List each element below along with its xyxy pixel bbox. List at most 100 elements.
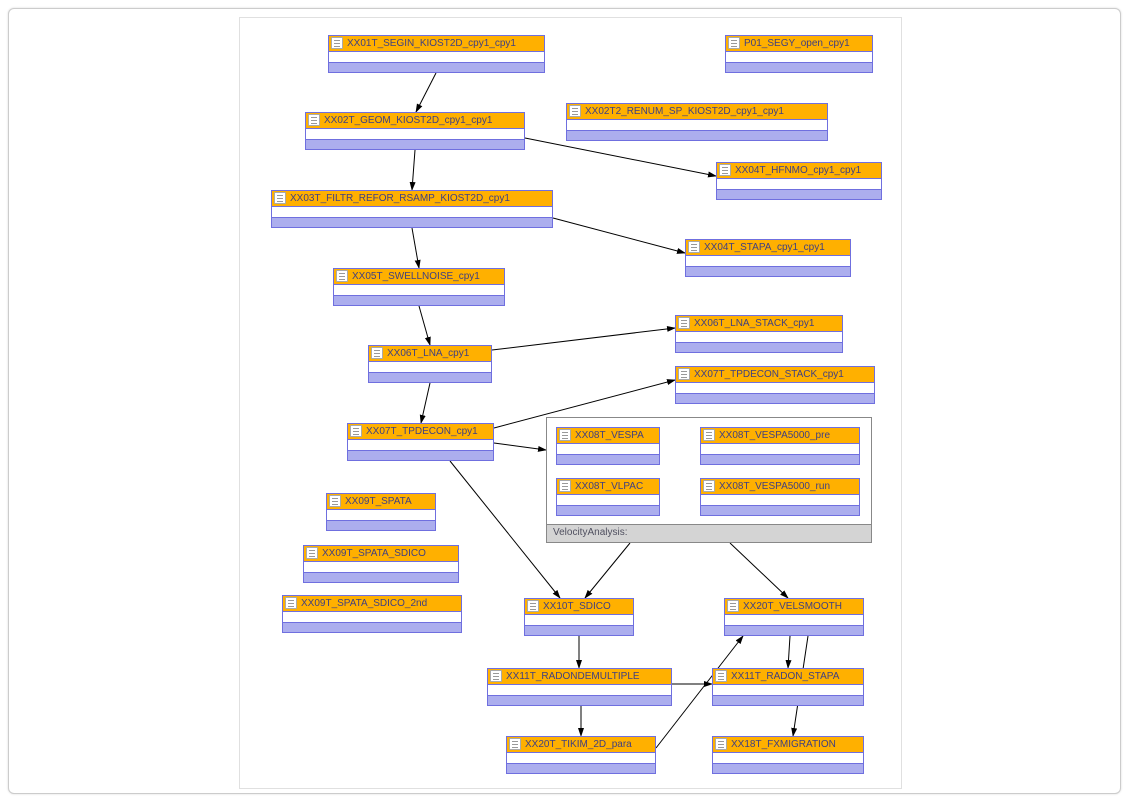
- node-body: [713, 685, 863, 705]
- node-row: [304, 573, 458, 583]
- node-body: [713, 753, 863, 773]
- flow-node[interactable]: XX08T_VESPA5000_run: [700, 478, 860, 516]
- flow-node[interactable]: XX09T_SPATA: [326, 493, 436, 531]
- node-title: XX09T_SPATA_SDICO_2nd: [283, 596, 461, 612]
- node-label: XX02T2_RENUM_SP_KIOST2D_cpy1_cpy1: [585, 106, 784, 117]
- node-label: XX20T_TIKIM_2D_para: [525, 739, 632, 750]
- node-row: [488, 696, 671, 706]
- flow-node[interactable]: XX05T_SWELLNOISE_cpy1: [333, 268, 505, 306]
- node-body: [557, 495, 659, 515]
- flow-node[interactable]: XX04T_HFNMO_cpy1_cpy1: [716, 162, 882, 200]
- edge: [730, 543, 788, 598]
- node-title: XX05T_SWELLNOISE_cpy1: [334, 269, 504, 285]
- node-row: [701, 455, 859, 465]
- node-title: XX09T_SPATA_SDICO: [304, 546, 458, 562]
- node-row: [327, 510, 435, 521]
- node-label: XX02T_GEOM_KIOST2D_cpy1_cpy1: [324, 115, 492, 126]
- diagram-canvas: VelocityAnalysis: XX01T_SEGIN_KIOST2D_cp…: [239, 17, 902, 789]
- node-title: XX09T_SPATA: [327, 494, 435, 510]
- document-icon: [715, 738, 727, 750]
- flow-node[interactable]: XX06T_LNA_cpy1: [368, 345, 492, 383]
- document-icon: [371, 347, 383, 359]
- node-label: P01_SEGY_open_cpy1: [744, 38, 850, 49]
- node-row: [713, 685, 863, 696]
- node-row: [713, 696, 863, 706]
- node-title: XX07T_TPDECON_cpy1: [348, 424, 493, 440]
- node-row: [306, 140, 524, 150]
- flow-node[interactable]: XX18T_FXMIGRATION: [712, 736, 864, 774]
- flow-node[interactable]: XX01T_SEGIN_KIOST2D_cpy1_cpy1: [328, 35, 545, 73]
- node-row: [329, 63, 544, 73]
- document-icon: [719, 164, 731, 176]
- flow-node[interactable]: XX20T_VELSMOOTH: [724, 598, 864, 636]
- edge: [492, 328, 675, 350]
- node-row: [701, 444, 859, 455]
- node-title: XX08T_VESPA5000_run: [701, 479, 859, 495]
- node-label: XX18T_FXMIGRATION: [731, 739, 836, 750]
- node-label: XX03T_FILTR_REFOR_RSAMP_KIOST2D_cpy1: [290, 193, 510, 204]
- node-label: XX10T_SDICO: [543, 601, 611, 612]
- node-body: [717, 179, 881, 199]
- node-row: [686, 256, 850, 267]
- flow-node[interactable]: XX11T_RADON_STAPA: [712, 668, 864, 706]
- document-icon: [336, 270, 348, 282]
- node-row: [488, 685, 671, 696]
- node-body: [334, 285, 504, 305]
- node-row: [676, 394, 874, 404]
- flow-node[interactable]: XX02T_GEOM_KIOST2D_cpy1_cpy1: [305, 112, 525, 150]
- node-body: [327, 510, 435, 530]
- flow-node[interactable]: XX10T_SDICO: [524, 598, 634, 636]
- edge: [553, 218, 685, 253]
- node-body: [525, 615, 633, 635]
- node-row: [686, 267, 850, 277]
- node-title: XX11T_RADON_STAPA: [713, 669, 863, 685]
- node-row: [701, 495, 859, 506]
- node-row: [557, 444, 659, 455]
- document-icon: [509, 738, 521, 750]
- node-row: [567, 120, 827, 131]
- document-icon: [527, 600, 539, 612]
- flow-node[interactable]: P01_SEGY_open_cpy1: [725, 35, 873, 73]
- edge: [416, 73, 436, 112]
- node-body: [369, 362, 491, 382]
- edge: [412, 228, 419, 268]
- document-icon: [559, 429, 571, 441]
- flow-node[interactable]: XX09T_SPATA_SDICO_2nd: [282, 595, 462, 633]
- flow-node[interactable]: XX03T_FILTR_REFOR_RSAMP_KIOST2D_cpy1: [271, 190, 553, 228]
- flow-node[interactable]: XX20T_TIKIM_2D_para: [506, 736, 656, 774]
- node-label: XX09T_SPATA: [345, 496, 412, 507]
- flow-node[interactable]: XX07T_TPDECON_cpy1: [347, 423, 494, 461]
- node-row: [272, 207, 552, 218]
- flow-node[interactable]: XX08T_VESPA5000_pre: [700, 427, 860, 465]
- flow-node[interactable]: XX02T2_RENUM_SP_KIOST2D_cpy1_cpy1: [566, 103, 828, 141]
- node-title: XX04T_STAPA_cpy1_cpy1: [686, 240, 850, 256]
- node-row: [557, 455, 659, 465]
- node-row: [525, 626, 633, 636]
- document-icon: [285, 597, 297, 609]
- node-label: XX04T_HFNMO_cpy1_cpy1: [735, 165, 861, 176]
- flow-node[interactable]: XX09T_SPATA_SDICO: [303, 545, 459, 583]
- node-label: XX09T_SPATA_SDICO_2nd: [301, 598, 427, 609]
- node-body: [686, 256, 850, 276]
- node-title: XX10T_SDICO: [525, 599, 633, 615]
- node-row: [334, 285, 504, 296]
- node-row: [676, 332, 842, 343]
- flow-node[interactable]: XX08T_VLPAC: [556, 478, 660, 516]
- node-row: [717, 179, 881, 190]
- node-row: [726, 63, 872, 73]
- node-row: [348, 451, 493, 461]
- node-title: XX18T_FXMIGRATION: [713, 737, 863, 753]
- node-title: XX11T_RADONDEMULTIPLE: [488, 669, 671, 685]
- node-row: [567, 131, 827, 141]
- flow-node[interactable]: XX08T_VESPA: [556, 427, 660, 465]
- node-label: XX09T_SPATA_SDICO: [322, 548, 426, 559]
- flow-node[interactable]: XX06T_LNA_STACK_cpy1: [675, 315, 843, 353]
- node-body: [701, 444, 859, 464]
- document-icon: [559, 480, 571, 492]
- flow-node[interactable]: XX07T_TPDECON_STACK_cpy1: [675, 366, 875, 404]
- flow-node[interactable]: XX04T_STAPA_cpy1_cpy1: [685, 239, 851, 277]
- node-label: XX11T_RADONDEMULTIPLE: [506, 671, 640, 682]
- node-label: XX07T_TPDECON_STACK_cpy1: [694, 369, 844, 380]
- flow-node[interactable]: XX11T_RADONDEMULTIPLE: [487, 668, 672, 706]
- node-title: XX08T_VESPA: [557, 428, 659, 444]
